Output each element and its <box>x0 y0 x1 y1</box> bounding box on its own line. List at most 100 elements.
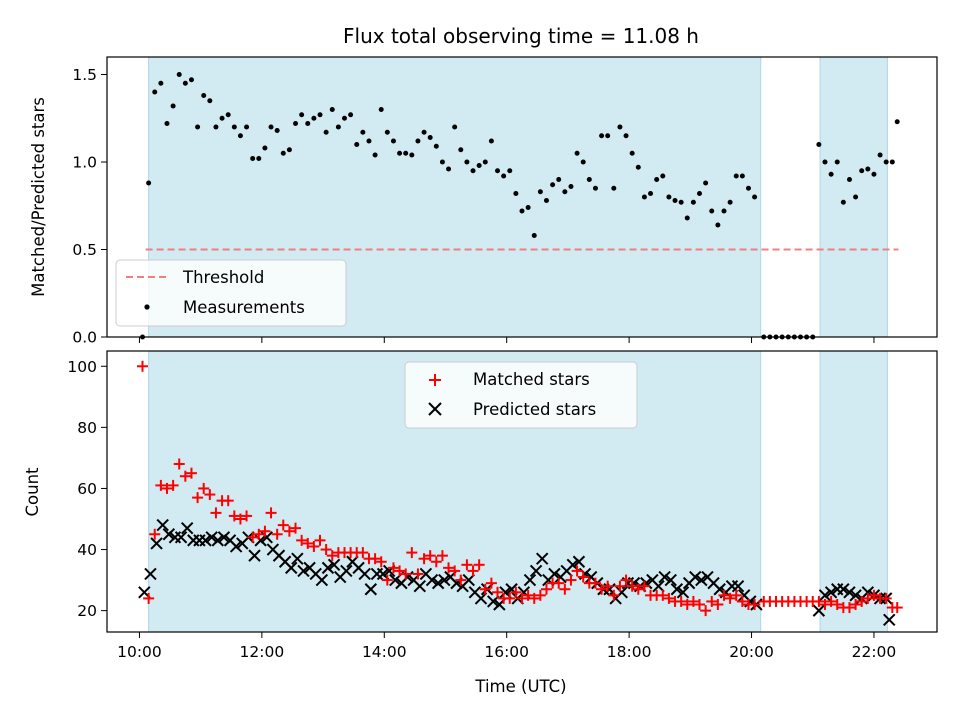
predicted-star-marker <box>664 573 677 587</box>
matched-star-marker <box>320 544 332 556</box>
matched-star-marker <box>510 586 522 598</box>
matched-star-marker <box>290 522 302 534</box>
ratio-panel: 0.0 0.5 1.0 1.5 Matched/Predicted stars Thr… <box>29 56 938 347</box>
measurement-point <box>543 198 549 203</box>
measurement-point <box>721 208 727 214</box>
matched-star-marker <box>565 574 577 586</box>
matched-star-marker <box>173 458 185 470</box>
measurement-point <box>703 180 709 186</box>
matched-star-marker <box>228 510 240 522</box>
count-panel: 20 40 60 80 100 10:00 12:00 14:00 16:00 18:00 20:… <box>23 350 938 696</box>
predicted-star-marker <box>248 549 261 562</box>
ratio-axes-frame <box>106 56 938 338</box>
matched-star-marker <box>222 495 234 507</box>
matched-star-marker <box>271 528 283 540</box>
measurement-point <box>822 159 828 165</box>
measurement-point <box>182 80 188 86</box>
ratio-y-tick-label: 1.5 <box>72 66 97 84</box>
measurement-point <box>611 185 617 191</box>
matched-star-marker <box>308 540 320 552</box>
measurement-point <box>641 194 647 200</box>
measurement-point <box>495 168 501 174</box>
matched-star-marker <box>449 565 461 577</box>
measurement-point <box>170 103 176 109</box>
matched-star-marker <box>632 583 644 595</box>
predicted-star-marker <box>824 586 838 599</box>
predicted-star-marker <box>695 573 708 587</box>
predicted-star-marker <box>144 567 157 581</box>
measurement-point <box>207 98 213 104</box>
measurement-point <box>219 115 225 121</box>
matched-star-marker <box>559 583 571 595</box>
measurement-point <box>727 199 733 205</box>
matched-star-marker <box>681 599 693 611</box>
measurement-point <box>458 147 464 153</box>
legend-threshold-label: Threshold <box>182 268 264 287</box>
measurement-point <box>697 191 703 196</box>
measurement-point <box>268 124 274 130</box>
measurement-point <box>733 173 739 179</box>
measurement-point <box>403 150 409 156</box>
matched-star-marker <box>467 565 479 577</box>
x-tick-label: 20:00 <box>729 643 774 661</box>
measurement-point <box>470 168 476 174</box>
matched-star-marker <box>825 595 837 607</box>
matched-star-marker <box>253 528 265 540</box>
matched-star-marker <box>406 547 418 559</box>
measurement-point <box>286 147 292 153</box>
matched-star-marker <box>718 589 730 601</box>
measurement-point <box>599 133 605 139</box>
predicted-star-marker <box>327 558 341 572</box>
x-tick-label: 16:00 <box>484 643 529 661</box>
measurement-point <box>894 119 900 125</box>
matched-star-marker <box>375 556 387 568</box>
measurement-point <box>568 184 574 189</box>
predicted-star-marker <box>670 583 684 596</box>
measurement-point <box>335 124 341 130</box>
measurement-point <box>378 107 384 112</box>
predicted-star-marker <box>162 528 176 541</box>
matched-star-marker <box>540 583 552 595</box>
count-axes-frame <box>106 350 938 633</box>
matched-star-marker <box>712 599 724 611</box>
measurement-point <box>586 177 592 182</box>
predicted-star-marker <box>291 552 304 565</box>
measurement-point <box>660 173 666 179</box>
measurement-point <box>828 171 834 177</box>
matched-star-marker <box>724 592 736 604</box>
matched-star-marker <box>614 580 626 592</box>
matched-star-marker <box>302 537 314 549</box>
measurement-point <box>476 163 482 168</box>
legend-predicted-label: Predicted stars <box>473 400 596 419</box>
matched-star-marker <box>198 482 210 494</box>
ratio-y-tick-label: 1.0 <box>72 154 97 172</box>
measurement-point <box>225 112 231 118</box>
matched-star-marker <box>522 589 534 601</box>
matched-star-marker <box>443 562 455 574</box>
measurement-point <box>513 191 519 196</box>
measurement-point <box>877 152 883 158</box>
matched-star-marker <box>369 553 381 565</box>
matched-star-marker <box>387 562 399 574</box>
predicted-star-marker <box>812 604 826 617</box>
matched-star-marker <box>657 589 669 601</box>
predicted-star-marker <box>358 567 371 581</box>
count-legend: Matched stars Predicted stars <box>404 361 638 429</box>
matched-star-marker <box>528 592 540 604</box>
matched-star-marker <box>663 592 675 604</box>
matched-star-marker <box>314 534 326 546</box>
measurement-point <box>840 199 846 205</box>
matched-star-marker <box>577 571 589 583</box>
measurement-point <box>684 215 690 221</box>
measurement-point <box>859 168 865 174</box>
matched-star-marker <box>749 599 761 611</box>
measurement-point <box>188 77 194 83</box>
predicted-star-marker <box>438 573 451 587</box>
predicted-star-marker <box>425 573 439 587</box>
matched-star-marker <box>862 592 874 604</box>
measurement-point <box>715 222 721 228</box>
predicted-star-marker <box>199 534 212 547</box>
matched-star-marker <box>831 599 843 611</box>
matched-star-marker <box>210 507 222 519</box>
measurement-point <box>427 135 433 140</box>
